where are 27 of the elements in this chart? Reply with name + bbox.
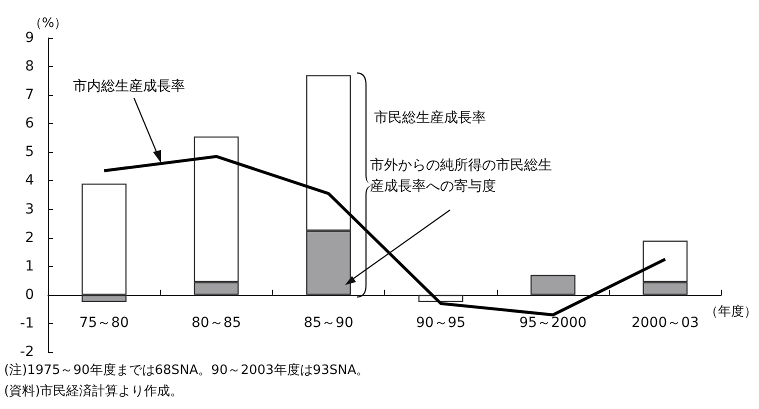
y-tick-label: 6 [25, 116, 34, 132]
y-tick-label: 8 [25, 58, 34, 75]
line-series [102, 154, 667, 316]
x-tick-label: 90～95 [416, 315, 466, 331]
x-tick-label: 85～90 [304, 315, 354, 331]
text: 市内総生産成長率 [73, 78, 185, 94]
x-tick-label: 80～85 [192, 315, 242, 331]
y-tick-label: 9 [25, 30, 34, 46]
y-tick-label: 4 [25, 172, 34, 189]
y-tick-label: 1 [25, 258, 34, 274]
y-tick-label: 2 [25, 230, 34, 246]
text: (資料)市民経済計算より作成。 [4, 383, 184, 399]
y-tick-label: 5 [25, 144, 34, 160]
text: (注)1975～90年度までは68SNA。90～2003年度は93SNA。 [4, 362, 370, 378]
y-tick-label: -1 [20, 315, 34, 332]
annotation: 市民総生産成長率 [374, 110, 486, 126]
bar [530, 274, 576, 295]
x-tick-label: 2000～03 [631, 315, 699, 331]
x-axis-title: （年度） [704, 304, 757, 320]
y-tick-label: 0 [25, 286, 34, 303]
y-axis-title: （%） [28, 16, 68, 31]
x-tick-label: 95～2000 [519, 315, 587, 331]
y-tick-label: 7 [25, 87, 34, 104]
y-tick-label: 3 [25, 201, 34, 218]
text: 市外からの純所得の市民総生産成長率への寄与度 [370, 158, 552, 194]
x-tick-label: 75～80 [79, 315, 129, 331]
y-tick-label: -2 [20, 344, 34, 360]
